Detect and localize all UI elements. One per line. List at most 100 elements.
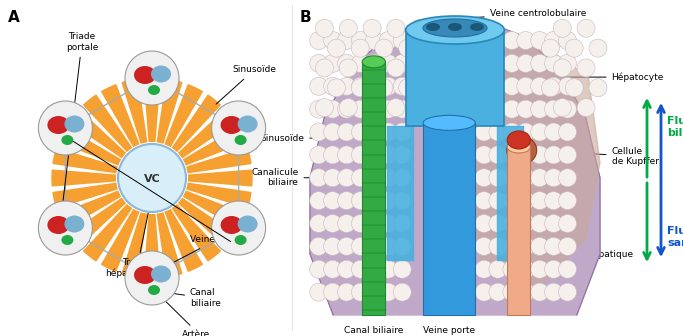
Polygon shape — [84, 178, 152, 261]
Text: Canal
biliaire: Canal biliaire — [158, 288, 221, 308]
Circle shape — [379, 123, 398, 141]
Circle shape — [316, 98, 333, 117]
Circle shape — [118, 144, 186, 212]
Circle shape — [365, 169, 383, 187]
Circle shape — [393, 214, 411, 233]
Circle shape — [475, 32, 493, 49]
Circle shape — [544, 77, 563, 95]
Circle shape — [517, 192, 535, 210]
Circle shape — [365, 237, 383, 255]
Circle shape — [399, 79, 417, 97]
Circle shape — [517, 146, 535, 164]
Circle shape — [475, 214, 493, 233]
Circle shape — [352, 192, 370, 210]
Circle shape — [393, 123, 411, 141]
Circle shape — [517, 283, 535, 301]
Polygon shape — [152, 110, 235, 178]
Circle shape — [337, 77, 356, 95]
Circle shape — [309, 214, 328, 233]
Circle shape — [475, 77, 493, 95]
Text: Travée
hépatocytaire: Travée hépatocytaire — [105, 197, 169, 278]
Circle shape — [544, 237, 563, 255]
Polygon shape — [144, 78, 160, 178]
Circle shape — [517, 32, 535, 49]
Circle shape — [517, 123, 535, 141]
Ellipse shape — [134, 266, 156, 284]
Circle shape — [379, 237, 398, 255]
Circle shape — [324, 192, 342, 210]
Polygon shape — [406, 30, 504, 126]
Circle shape — [309, 146, 328, 164]
Circle shape — [212, 101, 266, 155]
Circle shape — [337, 169, 356, 187]
Circle shape — [337, 100, 356, 118]
Circle shape — [577, 98, 595, 117]
Circle shape — [365, 214, 383, 233]
Polygon shape — [152, 178, 182, 277]
Circle shape — [309, 283, 328, 301]
Circle shape — [489, 146, 507, 164]
Circle shape — [544, 32, 563, 49]
Circle shape — [475, 192, 493, 210]
Circle shape — [38, 101, 92, 155]
Circle shape — [566, 79, 583, 97]
Ellipse shape — [151, 265, 171, 283]
Ellipse shape — [423, 115, 475, 130]
Text: Triade
portale: Triade portale — [61, 32, 98, 220]
Circle shape — [116, 142, 188, 214]
Circle shape — [553, 19, 571, 37]
Circle shape — [489, 100, 507, 118]
Ellipse shape — [64, 215, 85, 233]
Ellipse shape — [47, 116, 70, 134]
Circle shape — [577, 59, 595, 77]
Circle shape — [531, 100, 548, 118]
Ellipse shape — [151, 66, 171, 83]
Circle shape — [503, 54, 521, 72]
Circle shape — [544, 169, 563, 187]
Polygon shape — [152, 128, 245, 178]
Ellipse shape — [221, 116, 242, 134]
Polygon shape — [53, 148, 152, 178]
Polygon shape — [102, 178, 152, 271]
Circle shape — [316, 59, 333, 77]
Ellipse shape — [134, 66, 156, 84]
Circle shape — [489, 283, 507, 301]
Circle shape — [38, 201, 92, 255]
Circle shape — [410, 59, 429, 77]
Circle shape — [559, 146, 576, 164]
Circle shape — [125, 51, 179, 105]
Circle shape — [559, 214, 576, 233]
Circle shape — [475, 260, 493, 278]
Circle shape — [352, 237, 370, 255]
Polygon shape — [152, 178, 221, 261]
Circle shape — [393, 192, 411, 210]
Polygon shape — [84, 95, 152, 178]
Circle shape — [559, 260, 576, 278]
Polygon shape — [152, 148, 251, 178]
Polygon shape — [152, 95, 221, 178]
Circle shape — [324, 100, 342, 118]
Polygon shape — [507, 147, 531, 315]
Polygon shape — [102, 85, 152, 178]
Circle shape — [531, 283, 548, 301]
Circle shape — [352, 169, 370, 187]
Circle shape — [544, 260, 563, 278]
Polygon shape — [69, 178, 152, 246]
Polygon shape — [362, 62, 385, 315]
Circle shape — [352, 283, 370, 301]
Text: Artère hépatique: Artère hépatique — [557, 249, 634, 259]
Ellipse shape — [61, 135, 73, 145]
Polygon shape — [59, 178, 152, 228]
Circle shape — [337, 32, 356, 49]
Ellipse shape — [221, 216, 242, 234]
Circle shape — [365, 146, 383, 164]
Circle shape — [363, 59, 381, 77]
Circle shape — [517, 214, 535, 233]
Circle shape — [553, 98, 571, 117]
Circle shape — [309, 100, 328, 118]
Circle shape — [379, 77, 398, 95]
Circle shape — [324, 123, 342, 141]
Circle shape — [489, 260, 507, 278]
Circle shape — [475, 169, 493, 187]
Circle shape — [324, 237, 342, 255]
